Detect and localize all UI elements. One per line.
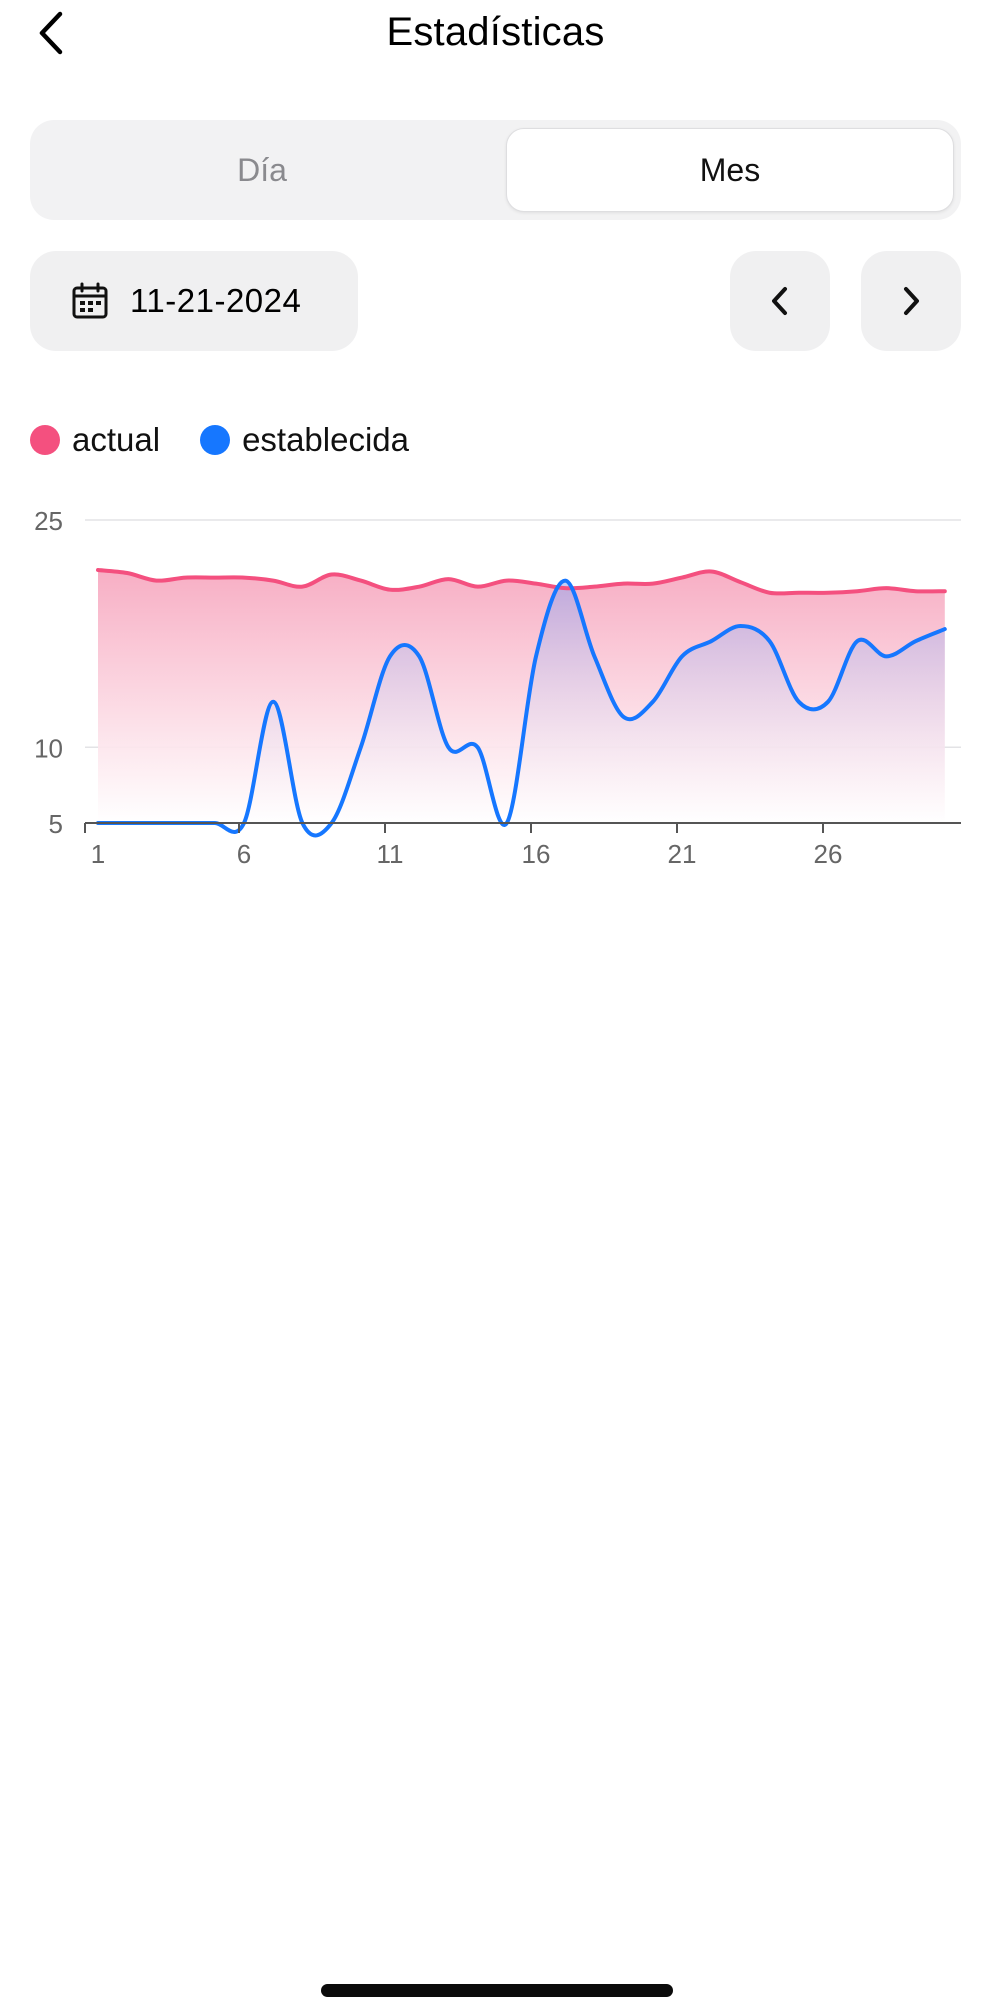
- next-period-button[interactable]: [861, 251, 961, 351]
- tab-day[interactable]: Día: [237, 151, 287, 188]
- chevron-right-icon: [904, 287, 919, 315]
- page-title: Estadísticas: [386, 10, 605, 54]
- legend-dot-establecida: [200, 425, 231, 455]
- legend-item-actual[interactable]: actual: [30, 421, 160, 459]
- series-line-establecida: [96, 578, 947, 838]
- x-tick-label-11: 11: [377, 839, 404, 869]
- date-picker-button[interactable]: 11-21-2024: [30, 251, 358, 351]
- calendar-icon: [72, 282, 108, 319]
- selected-date: 11-21-2024: [130, 282, 302, 319]
- home-indicator[interactable]: [321, 1984, 673, 1997]
- legend-dot-actual: [30, 425, 60, 455]
- tab-month[interactable]: Mes: [506, 128, 954, 212]
- series-area-establecida: [98, 580, 945, 836]
- y-tick-label-25: 25: [34, 506, 63, 536]
- legend-label-actual: actual: [72, 421, 161, 458]
- previous-period-button[interactable]: [730, 251, 830, 351]
- legend-item-establecida[interactable]: establecida: [200, 421, 409, 459]
- x-tick-label-16: 16: [522, 839, 551, 869]
- chevron-left-icon: [39, 11, 63, 55]
- legend-label-establecida: establecida: [242, 421, 410, 458]
- period-segmented-control: Día Mes: [30, 120, 961, 220]
- chevron-left-icon: [772, 287, 787, 315]
- chart-legend: actual establecida: [30, 418, 449, 462]
- x-tick-label-6: 6: [237, 839, 251, 869]
- header: Estadísticas: [0, 0, 991, 70]
- series-line-actual: [96, 567, 947, 596]
- x-tick-label-1: 1: [91, 839, 105, 869]
- y-tick-label-5: 5: [49, 809, 63, 839]
- back-button[interactable]: [30, 8, 74, 58]
- x-tick-label-26: 26: [814, 839, 843, 869]
- x-tick-label-21: 21: [668, 839, 697, 869]
- y-tick-label-10: 10: [34, 733, 63, 763]
